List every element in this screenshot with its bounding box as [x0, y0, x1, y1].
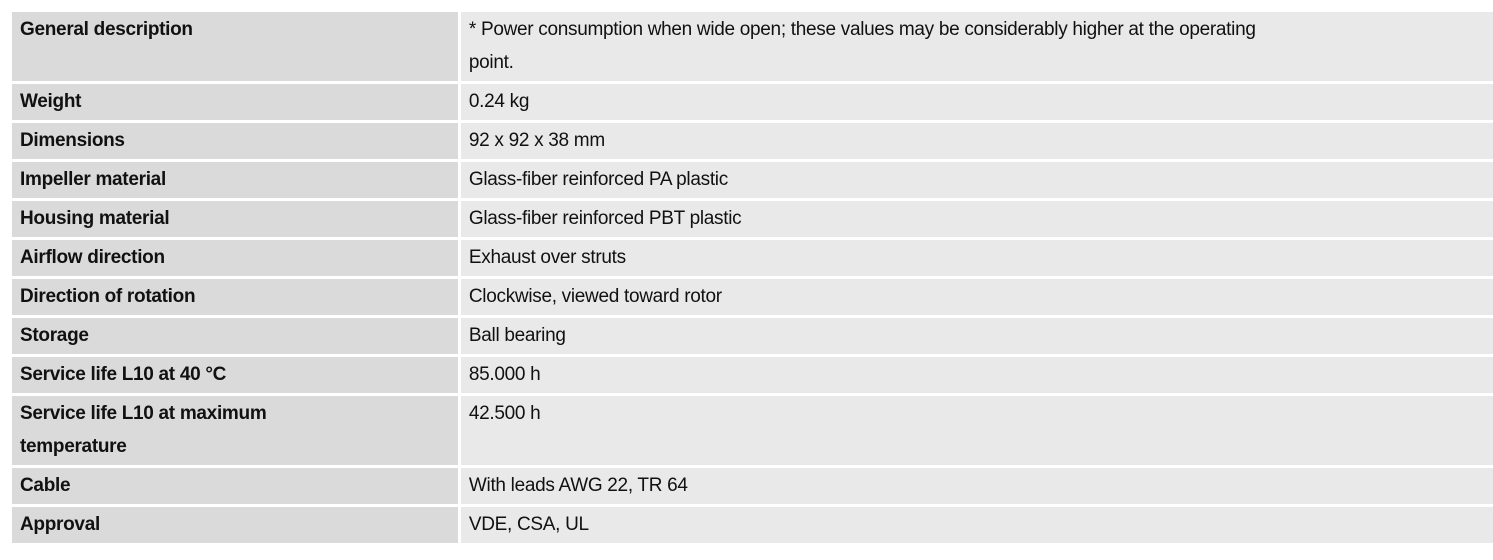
spec-value: With leads AWG 22, TR 64: [468, 475, 688, 496]
spec-value-cell: Exhaust over struts: [460, 240, 1493, 276]
spec-label: Dimensions: [12, 123, 461, 159]
spec-value: * Power consumption when wide open; thes…: [468, 19, 1256, 73]
spec-row: Direction of rotation Clockwise, viewed t…: [12, 279, 1493, 315]
spec-value-cell: 0.24 kg: [460, 84, 1493, 120]
spec-table: General description * Power consumption w…: [12, 9, 1493, 546]
spec-label: Housing material: [12, 201, 461, 237]
spec-value-cell: 85.000 h: [460, 357, 1493, 393]
spec-value-cell: VDE, CSA, UL: [460, 507, 1493, 543]
spec-value: VDE, CSA, UL: [468, 514, 589, 535]
spec-value-cell: Glass-fiber reinforced PA plastic: [460, 162, 1493, 198]
spec-label: Storage: [12, 318, 461, 354]
spec-value-cell: Clockwise, viewed toward rotor: [460, 279, 1493, 315]
spec-value-cell: With leads AWG 22, TR 64: [460, 468, 1493, 504]
spec-row: Weight 0.24 kg: [12, 84, 1493, 120]
spec-value: 42.500 h: [468, 403, 541, 424]
spec-row: Impeller material Glass-fiber reinforced …: [12, 162, 1493, 198]
spec-value: 0.24 kg: [468, 91, 530, 112]
spec-row: Housing material Glass-fiber reinforced P…: [12, 201, 1493, 237]
spec-value-cell: * Power consumption when wide open; thes…: [460, 12, 1493, 81]
spec-label: Weight: [12, 84, 461, 120]
spec-label: General description: [12, 12, 461, 81]
spec-value: Exhaust over struts: [468, 247, 626, 268]
spec-row: Storage Ball bearing: [12, 318, 1493, 354]
spec-label: Airflow direction: [12, 240, 461, 276]
spec-label: Service life L10 at maximum temperature: [12, 396, 461, 465]
spec-value: Glass-fiber reinforced PBT plastic: [468, 208, 742, 229]
spec-row: Cable With leads AWG 22, TR 64: [12, 468, 1493, 504]
spec-label: Direction of rotation: [12, 279, 461, 315]
spec-label: Cable: [12, 468, 461, 504]
spec-row: Service life L10 at maximum temperature 4…: [12, 396, 1493, 465]
spec-value: Ball bearing: [468, 325, 566, 346]
spec-label: Impeller material: [12, 162, 461, 198]
spec-value-cell: 42.500 h: [460, 396, 1493, 465]
spec-value-cell: Glass-fiber reinforced PBT plastic: [460, 201, 1493, 237]
spec-row: General description * Power consumption w…: [12, 12, 1493, 81]
spec-value-cell: Ball bearing: [460, 318, 1493, 354]
spec-value: 85.000 h: [468, 364, 541, 385]
spec-label: Approval: [12, 507, 461, 543]
spec-value: Glass-fiber reinforced PA plastic: [468, 169, 728, 190]
spec-label: Service life L10 at 40 °C: [12, 357, 461, 393]
spec-value: Clockwise, viewed toward rotor: [468, 286, 722, 307]
spec-value-cell: 92 x 92 x 38 mm: [460, 123, 1493, 159]
spec-row: Service life L10 at 40 °C 85.000 h: [12, 357, 1493, 393]
spec-row: Airflow direction Exhaust over struts: [12, 240, 1493, 276]
spec-row: Dimensions 92 x 92 x 38 mm: [12, 123, 1493, 159]
spec-value: 92 x 92 x 38 mm: [468, 130, 605, 151]
spec-row: Approval VDE, CSA, UL: [12, 507, 1493, 543]
